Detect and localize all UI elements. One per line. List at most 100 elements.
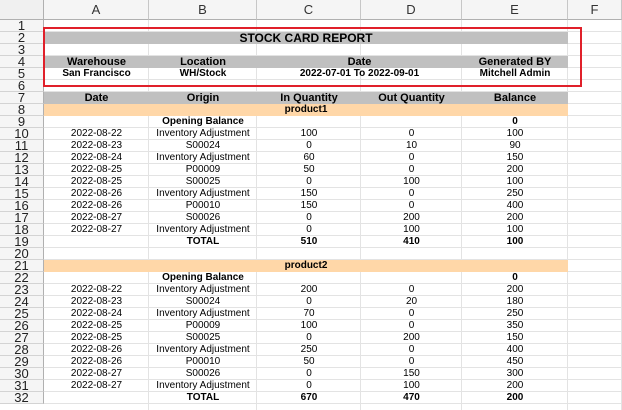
- row-header[interactable]: 1: [0, 19, 44, 32]
- table-cell[interactable]: 2022-08-25: [70, 320, 123, 331]
- row-header[interactable]: 15: [0, 187, 44, 200]
- row-header[interactable]: 20: [0, 247, 44, 260]
- row-header[interactable]: 26: [0, 319, 44, 332]
- table-cell[interactable]: 200: [403, 212, 420, 223]
- table-cell[interactable]: 2022-08-26: [70, 200, 123, 211]
- row-header[interactable]: 27: [0, 331, 44, 344]
- column-header-f[interactable]: F: [568, 0, 622, 20]
- total-label[interactable]: TOTAL: [186, 236, 220, 247]
- table-cell[interactable]: Inventory Adjustment: [156, 188, 250, 199]
- table-cell[interactable]: Inventory Adjustment: [156, 128, 250, 139]
- table-cell[interactable]: 150: [506, 332, 524, 343]
- table-cell[interactable]: 200: [506, 284, 524, 295]
- table-cell[interactable]: 2022-08-25: [70, 332, 123, 343]
- table-header-cell[interactable]: Out Quantity: [378, 92, 445, 104]
- row-header[interactable]: 28: [0, 343, 44, 356]
- row-header[interactable]: 29: [0, 355, 44, 368]
- table-cell[interactable]: 0: [408, 128, 415, 139]
- table-cell[interactable]: 2022-08-26: [70, 344, 123, 355]
- table-cell[interactable]: 2022-08-26: [70, 356, 123, 367]
- row-header[interactable]: 23: [0, 283, 44, 296]
- table-cell[interactable]: 100: [403, 176, 420, 187]
- header-label[interactable]: Location: [180, 56, 226, 68]
- table-cell[interactable]: 70: [303, 308, 315, 319]
- header-label[interactable]: Warehouse: [67, 56, 126, 68]
- row-header[interactable]: 17: [0, 211, 44, 224]
- table-cell[interactable]: 100: [300, 320, 318, 331]
- header-label[interactable]: Date: [347, 56, 372, 68]
- table-cell[interactable]: P00009: [185, 320, 221, 331]
- total-value[interactable]: 510: [300, 236, 318, 247]
- table-cell[interactable]: 0: [306, 140, 312, 151]
- table-cell[interactable]: P00010: [185, 200, 221, 211]
- report-title[interactable]: STOCK CARD REPORT: [239, 32, 373, 44]
- table-cell[interactable]: S00025: [185, 332, 221, 343]
- total-label[interactable]: TOTAL: [186, 392, 220, 403]
- column-header-a[interactable]: A: [44, 0, 149, 20]
- table-cell[interactable]: S00025: [185, 176, 221, 187]
- table-cell[interactable]: 100: [403, 380, 420, 391]
- table-header-cell[interactable]: In Quantity: [280, 92, 338, 104]
- column-header-e[interactable]: E: [462, 0, 568, 20]
- table-cell[interactable]: 0: [306, 380, 312, 391]
- table-cell[interactable]: 0: [306, 368, 312, 379]
- table-cell[interactable]: 20: [405, 296, 418, 307]
- header-label[interactable]: Generated BY: [478, 56, 552, 68]
- table-cell[interactable]: 400: [506, 344, 524, 355]
- total-value[interactable]: 100: [506, 236, 524, 247]
- row-header[interactable]: 22: [0, 271, 44, 284]
- opening-balance-value[interactable]: 0: [512, 116, 518, 127]
- table-cell[interactable]: 200: [506, 164, 524, 175]
- row-header[interactable]: 32: [0, 391, 44, 404]
- table-cell[interactable]: 0: [408, 356, 415, 367]
- row-header[interactable]: 19: [0, 235, 44, 248]
- table-cell[interactable]: 60: [303, 152, 315, 163]
- table-cell[interactable]: 200: [300, 284, 318, 295]
- row-header[interactable]: 18: [0, 223, 44, 236]
- table-cell[interactable]: 2022-08-26: [70, 188, 123, 199]
- table-cell[interactable]: 0: [408, 188, 415, 199]
- table-cell[interactable]: 400: [506, 200, 524, 211]
- table-cell[interactable]: S00026: [185, 212, 221, 223]
- table-cell[interactable]: 0: [408, 200, 415, 211]
- table-cell[interactable]: 0: [306, 176, 312, 187]
- table-cell[interactable]: 200: [506, 380, 524, 391]
- table-cell[interactable]: 450: [506, 356, 524, 367]
- table-cell[interactable]: 2022-08-27: [70, 380, 123, 391]
- table-cell[interactable]: 2022-08-25: [70, 176, 123, 187]
- row-header[interactable]: 8: [0, 103, 44, 116]
- table-cell[interactable]: 2022-08-24: [70, 152, 123, 163]
- column-header-c[interactable]: C: [257, 0, 361, 20]
- table-cell[interactable]: 100: [506, 224, 524, 235]
- table-cell[interactable]: 50: [303, 164, 315, 175]
- table-cell[interactable]: 100: [506, 176, 524, 187]
- table-cell[interactable]: Inventory Adjustment: [156, 344, 250, 355]
- table-cell[interactable]: S00024: [185, 140, 221, 151]
- table-cell[interactable]: P00010: [185, 356, 221, 367]
- total-value[interactable]: 200: [506, 392, 524, 403]
- table-cell[interactable]: S00026: [185, 368, 221, 379]
- row-header[interactable]: 11: [0, 139, 44, 152]
- table-cell[interactable]: 2022-08-24: [70, 308, 123, 319]
- table-cell[interactable]: 2022-08-27: [70, 212, 123, 223]
- opening-balance-label[interactable]: Opening Balance: [162, 116, 244, 127]
- table-cell[interactable]: 0: [408, 152, 415, 163]
- opening-balance-label[interactable]: Opening Balance: [162, 272, 244, 283]
- table-cell[interactable]: 2022-08-27: [70, 224, 123, 235]
- table-cell[interactable]: 2022-08-22: [70, 128, 123, 139]
- table-cell[interactable]: Inventory Adjustment: [156, 284, 250, 295]
- row-header[interactable]: 24: [0, 295, 44, 308]
- row-header[interactable]: 31: [0, 379, 44, 392]
- opening-balance-value[interactable]: 0: [512, 272, 518, 283]
- table-cell[interactable]: Inventory Adjustment: [156, 224, 250, 235]
- row-header[interactable]: 14: [0, 175, 44, 188]
- table-cell[interactable]: 2022-08-23: [70, 140, 123, 151]
- table-cell[interactable]: 150: [300, 188, 318, 199]
- table-header-cell[interactable]: Origin: [186, 92, 220, 104]
- table-cell[interactable]: 0: [306, 296, 312, 307]
- row-header[interactable]: 25: [0, 307, 44, 320]
- table-cell[interactable]: Inventory Adjustment: [156, 308, 250, 319]
- header-value[interactable]: WH/Stock: [179, 68, 227, 79]
- table-cell[interactable]: 250: [506, 308, 524, 319]
